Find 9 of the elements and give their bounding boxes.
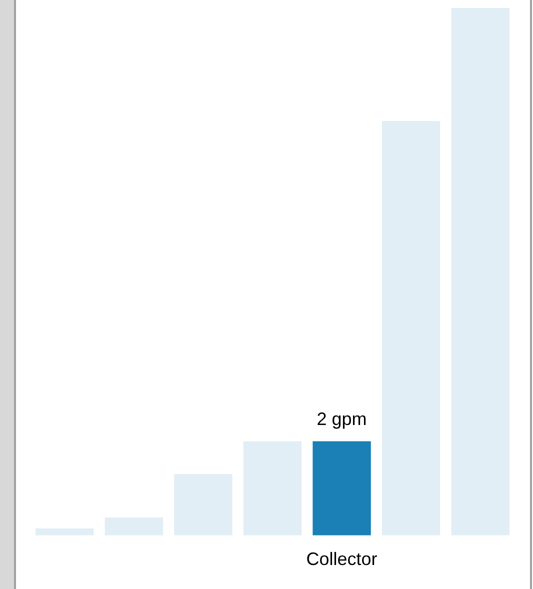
bar [174,474,232,536]
x-tick-label: Collector [306,549,378,570]
bar [382,121,440,536]
bar [312,441,371,536]
bar [451,8,510,536]
bar [104,518,164,536]
data-label: 2 gpm [316,409,367,430]
bar [36,528,94,536]
bar [243,441,302,536]
